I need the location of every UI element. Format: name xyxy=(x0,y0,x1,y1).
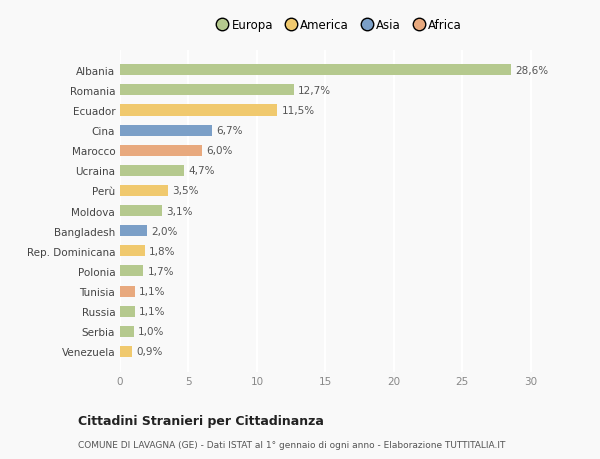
Bar xyxy=(120,125,212,136)
Legend: Europa, America, Asia, Africa: Europa, America, Asia, Africa xyxy=(212,15,467,37)
Text: 28,6%: 28,6% xyxy=(515,66,548,76)
Text: 0,9%: 0,9% xyxy=(136,347,163,357)
Bar xyxy=(120,165,184,177)
Bar xyxy=(120,246,145,257)
Text: 1,8%: 1,8% xyxy=(149,246,175,256)
Bar xyxy=(120,346,133,357)
Bar xyxy=(120,306,135,317)
Text: 1,1%: 1,1% xyxy=(139,286,166,297)
Bar xyxy=(120,65,511,76)
Text: 1,1%: 1,1% xyxy=(139,307,166,317)
Text: Cittadini Stranieri per Cittadinanza: Cittadini Stranieri per Cittadinanza xyxy=(78,414,324,428)
Text: COMUNE DI LAVAGNA (GE) - Dati ISTAT al 1° gennaio di ogni anno - Elaborazione TU: COMUNE DI LAVAGNA (GE) - Dati ISTAT al 1… xyxy=(78,441,505,449)
Text: 11,5%: 11,5% xyxy=(281,106,314,116)
Text: 12,7%: 12,7% xyxy=(298,86,331,95)
Bar xyxy=(120,105,277,116)
Bar xyxy=(120,206,163,217)
Text: 6,0%: 6,0% xyxy=(206,146,233,156)
Bar xyxy=(120,226,148,237)
Text: 3,5%: 3,5% xyxy=(172,186,199,196)
Bar xyxy=(120,286,135,297)
Bar xyxy=(120,85,294,96)
Text: 3,1%: 3,1% xyxy=(167,206,193,216)
Text: 2,0%: 2,0% xyxy=(151,226,178,236)
Bar xyxy=(120,326,134,337)
Text: 4,7%: 4,7% xyxy=(188,166,215,176)
Bar xyxy=(120,146,202,157)
Bar xyxy=(120,185,168,196)
Text: 6,7%: 6,7% xyxy=(216,126,242,136)
Text: 1,7%: 1,7% xyxy=(148,266,174,276)
Bar xyxy=(120,266,143,277)
Text: 1,0%: 1,0% xyxy=(138,327,164,336)
